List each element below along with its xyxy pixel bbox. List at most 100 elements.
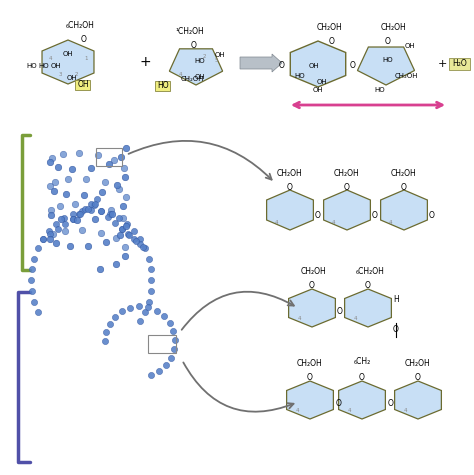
Point <box>122 193 129 201</box>
Point <box>78 226 86 234</box>
Point <box>145 255 152 262</box>
Text: OH: OH <box>195 74 205 80</box>
Point <box>148 276 155 284</box>
Text: OH: OH <box>313 87 323 93</box>
Point <box>47 206 55 214</box>
Text: O: O <box>350 61 356 70</box>
Point <box>48 154 56 162</box>
Point <box>153 307 161 314</box>
Point <box>53 220 60 228</box>
Text: H: H <box>393 295 399 304</box>
Point <box>124 230 132 238</box>
Polygon shape <box>290 41 346 87</box>
Point <box>61 227 69 235</box>
Point <box>54 225 62 233</box>
Point <box>119 214 127 221</box>
Bar <box>96 148 122 166</box>
Point <box>97 207 105 215</box>
Text: 4: 4 <box>403 408 407 412</box>
Text: OH: OH <box>63 51 73 57</box>
Text: +: + <box>438 59 447 69</box>
Text: CH₂OH: CH₂OH <box>391 170 417 179</box>
Point <box>39 235 47 243</box>
Point <box>75 210 82 218</box>
Point <box>141 308 149 316</box>
FancyBboxPatch shape <box>75 79 91 89</box>
Point <box>145 304 152 311</box>
Text: ¹CH₂OH: ¹CH₂OH <box>176 27 204 36</box>
Point <box>170 327 177 335</box>
Text: HO: HO <box>383 57 393 63</box>
Text: CH₂OH: CH₂OH <box>405 360 431 369</box>
Point <box>132 238 140 245</box>
Point <box>81 205 89 213</box>
Text: O: O <box>388 399 394 408</box>
FancyArrow shape <box>240 54 282 72</box>
Text: 4: 4 <box>347 408 351 412</box>
Text: CH₂OH: CH₂OH <box>394 73 418 79</box>
Point <box>130 235 137 243</box>
Polygon shape <box>169 49 223 85</box>
Point <box>111 313 119 321</box>
Point <box>107 206 115 214</box>
Point <box>141 245 149 252</box>
Text: O: O <box>279 61 285 70</box>
Point <box>96 266 103 273</box>
FancyBboxPatch shape <box>449 57 471 69</box>
Point <box>84 242 92 249</box>
Text: 2: 2 <box>202 55 206 59</box>
Text: O: O <box>315 210 321 219</box>
Point <box>167 354 175 361</box>
Point <box>111 219 118 227</box>
Polygon shape <box>338 381 385 419</box>
Point <box>71 200 79 208</box>
Point <box>63 190 70 198</box>
Point <box>160 312 168 320</box>
Point <box>147 371 155 379</box>
Text: +: + <box>139 55 151 69</box>
Text: 2: 2 <box>74 72 78 76</box>
Point <box>49 230 57 238</box>
Text: O: O <box>415 373 421 382</box>
Point <box>109 210 116 218</box>
Point <box>80 191 88 199</box>
Text: 3: 3 <box>58 72 62 76</box>
Text: O: O <box>337 307 343 316</box>
Point <box>91 215 99 223</box>
Text: O: O <box>81 36 87 45</box>
Point <box>34 245 42 252</box>
Point <box>82 175 90 183</box>
Polygon shape <box>381 190 428 230</box>
Point <box>101 179 109 186</box>
Text: O: O <box>307 373 313 382</box>
Point <box>31 298 38 305</box>
Text: 4: 4 <box>48 56 52 60</box>
Polygon shape <box>289 289 336 327</box>
Text: O: O <box>365 282 371 291</box>
Text: CH₂OH: CH₂OH <box>301 267 327 276</box>
Point <box>56 202 64 210</box>
Point <box>64 175 72 182</box>
Point <box>139 243 146 251</box>
Text: 3: 3 <box>186 76 190 82</box>
Point <box>39 235 47 243</box>
Point <box>97 207 105 215</box>
Point <box>118 153 125 161</box>
Polygon shape <box>287 381 333 419</box>
Point <box>69 215 77 223</box>
Point <box>155 367 163 375</box>
Text: H₂O: H₂O <box>453 59 467 68</box>
Point <box>102 238 110 246</box>
Text: CH₂OH: CH₂OH <box>334 170 360 179</box>
Text: HO: HO <box>374 87 385 93</box>
Text: CH₂OH: CH₂OH <box>180 76 204 82</box>
Text: OH: OH <box>317 79 328 85</box>
Point <box>78 207 86 215</box>
Text: CH₂OH: CH₂OH <box>297 360 323 369</box>
Bar <box>148 335 176 353</box>
Point <box>121 173 129 181</box>
Point <box>114 181 121 189</box>
Text: 4: 4 <box>331 219 335 225</box>
Point <box>112 260 119 267</box>
Text: O: O <box>309 282 315 291</box>
